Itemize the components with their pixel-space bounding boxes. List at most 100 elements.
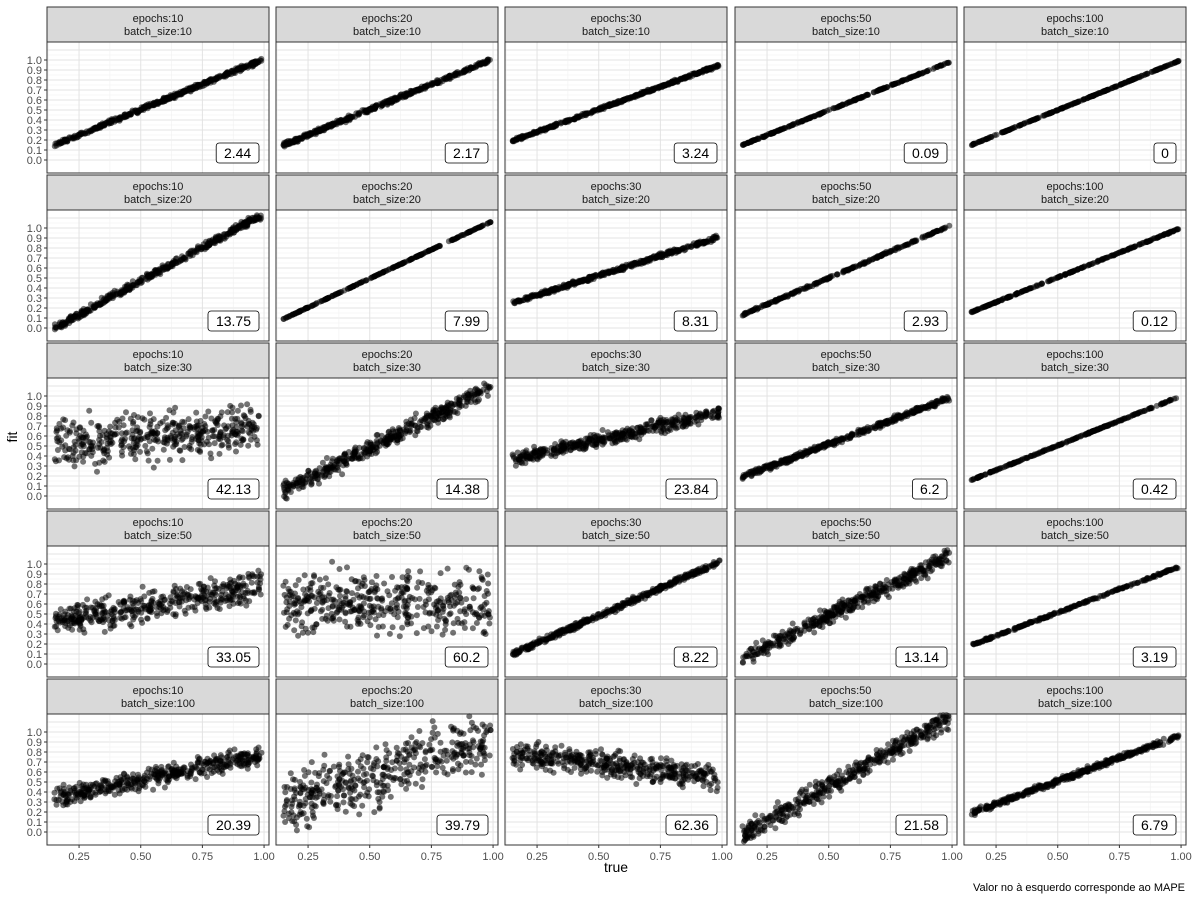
y-tick-label: 1.0 — [27, 55, 42, 67]
scatter-point — [843, 266, 850, 273]
strip-label: batch_size:20 — [124, 194, 192, 206]
scatter-point — [557, 284, 564, 291]
scatter-point — [309, 473, 316, 480]
scatter-point — [90, 125, 97, 132]
scatter-point — [88, 452, 95, 459]
scatter-point — [251, 433, 258, 440]
scatter-point — [348, 284, 355, 291]
scatter-point — [229, 404, 236, 411]
scatter-point — [258, 215, 265, 222]
scatter-point — [353, 110, 360, 117]
scatter-point — [522, 294, 529, 301]
scatter-point — [443, 76, 450, 83]
strip-label: epochs:20 — [362, 349, 413, 361]
scatter-point — [73, 430, 80, 437]
scatter-point — [549, 286, 556, 293]
strip-label: epochs:20 — [362, 181, 413, 193]
scatter-point — [1037, 281, 1043, 288]
scatter-point — [424, 421, 431, 428]
scatter-point — [104, 294, 111, 300]
scatter-point — [230, 227, 237, 234]
scatter-point — [412, 422, 419, 429]
scatter-point — [421, 415, 428, 422]
scatter-point — [379, 100, 386, 107]
strip-label: batch_size:30 — [124, 362, 192, 374]
scatter-point — [233, 439, 240, 446]
scatter-point — [169, 260, 176, 267]
scatter-point — [759, 133, 766, 140]
scatter-point — [152, 428, 158, 435]
scatter-point — [137, 436, 144, 443]
scatter-point — [105, 428, 112, 435]
scatter-point — [606, 269, 613, 276]
scatter-point — [146, 438, 153, 445]
scatter-point — [72, 447, 79, 454]
scatter-point — [143, 448, 150, 455]
scatter-point — [193, 409, 200, 416]
scatter-point — [135, 414, 141, 421]
scatter-point — [58, 425, 65, 432]
scatter-point — [149, 445, 156, 452]
scatter-point — [122, 430, 129, 437]
y-tick-label: 1.0 — [27, 391, 42, 403]
scatter-point — [225, 442, 232, 449]
y-tick-label: 0.5 — [27, 105, 42, 117]
scatter-point — [238, 402, 244, 409]
scatter-point — [224, 69, 231, 76]
scatter-point — [795, 119, 802, 126]
scatter-point — [412, 410, 419, 417]
scatter-point — [824, 275, 831, 282]
scatter-point — [120, 444, 127, 451]
scatter-point — [139, 274, 146, 281]
scatter-point — [584, 110, 591, 117]
scatter-point — [189, 434, 196, 440]
strip-label: batch_size:30 — [353, 362, 421, 374]
scatter-point — [902, 242, 909, 249]
scatter-point — [221, 235, 228, 242]
scatter-point — [205, 434, 212, 441]
scatter-point — [166, 456, 173, 463]
scatter-point — [634, 91, 641, 98]
scatter-point — [144, 270, 150, 277]
scatter-point — [702, 238, 709, 245]
scatter-point — [103, 435, 110, 442]
scatter-point — [197, 448, 204, 455]
scatter-point — [196, 440, 203, 447]
scatter-point — [1102, 88, 1109, 95]
scatter-point — [83, 128, 90, 135]
scatter-point — [101, 447, 108, 454]
scatter-point — [684, 243, 691, 250]
mape-label: 0 — [1161, 145, 1169, 161]
scatter-point — [90, 304, 97, 311]
scatter-point — [528, 131, 535, 138]
scatter-point — [1057, 105, 1064, 112]
scatter-point — [137, 107, 144, 114]
scatter-point — [479, 222, 485, 229]
scatter-point — [925, 231, 932, 238]
scatter-point — [80, 441, 86, 448]
scatter-point — [69, 317, 76, 324]
scatter-point — [80, 458, 87, 465]
scatter-point — [366, 447, 373, 454]
scatter-point — [1117, 249, 1124, 255]
scatter-point — [154, 457, 161, 464]
scatter-point — [891, 80, 898, 87]
scatter-point — [352, 448, 359, 455]
y-tick-label: 1.0 — [27, 223, 42, 235]
scatter-point — [938, 62, 945, 69]
panels-layer: epochs:10batch_size:102.440.00.10.20.30.… — [27, 6, 1192, 863]
strip-label: batch_size:30 — [582, 362, 650, 374]
scatter-point — [1089, 93, 1096, 99]
scatter-point — [599, 427, 606, 433]
scatter-point — [414, 86, 421, 93]
scatter-point — [238, 427, 245, 434]
scatter-point — [237, 68, 244, 75]
y-tick-label: 0.7 — [27, 85, 42, 97]
scatter-point — [807, 114, 814, 121]
scatter-point — [944, 60, 951, 66]
